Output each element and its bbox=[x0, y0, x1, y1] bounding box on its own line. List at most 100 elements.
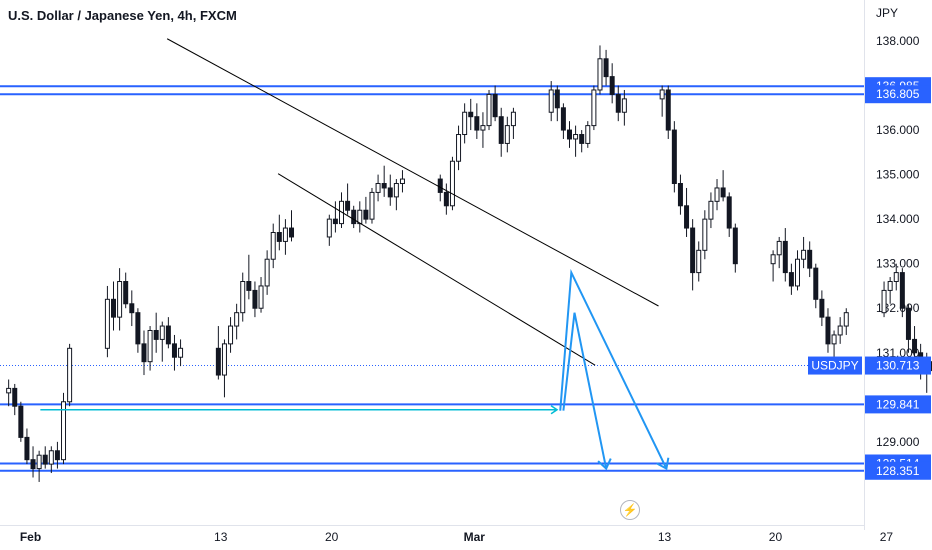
candle-body bbox=[887, 281, 893, 291]
candle-body bbox=[129, 303, 135, 314]
candle-body bbox=[813, 267, 819, 300]
candle-body bbox=[276, 232, 282, 242]
last-price-label: 130.713 bbox=[876, 359, 920, 373]
candle-body bbox=[782, 240, 788, 274]
candle-body bbox=[24, 436, 30, 461]
projection-arrow-head bbox=[656, 457, 670, 471]
candle-body bbox=[12, 387, 18, 407]
candle-body bbox=[30, 459, 36, 470]
x-tick-label: 20 bbox=[325, 530, 339, 544]
candle-body bbox=[726, 196, 732, 229]
candle-body bbox=[393, 183, 399, 198]
x-tick-label: Feb bbox=[20, 530, 41, 544]
candle-body bbox=[67, 347, 73, 403]
candle-body bbox=[510, 111, 516, 127]
currency-label: JPY bbox=[876, 6, 899, 20]
candle-body bbox=[702, 218, 708, 251]
y-tick-label: 138.000 bbox=[876, 34, 920, 48]
arrow-head bbox=[550, 405, 559, 415]
price-axis-divider bbox=[864, 0, 865, 530]
candle-body bbox=[264, 258, 270, 287]
candle-body bbox=[597, 58, 603, 91]
candle-body bbox=[819, 298, 825, 318]
candle-body bbox=[332, 218, 338, 225]
candle-body bbox=[443, 191, 449, 207]
candle-body bbox=[843, 312, 849, 327]
candle-body bbox=[123, 281, 129, 305]
candle-body bbox=[462, 111, 468, 136]
trendline bbox=[166, 38, 659, 307]
candle-body bbox=[258, 285, 264, 309]
y-tick-label: 133.000 bbox=[876, 257, 920, 271]
candle-body bbox=[881, 289, 887, 314]
candle-body bbox=[345, 200, 351, 211]
candle-body bbox=[905, 307, 911, 340]
projection-arrow-head bbox=[597, 458, 612, 471]
candle-body bbox=[504, 125, 510, 144]
candle-body bbox=[135, 312, 141, 345]
candle-body bbox=[585, 125, 591, 144]
candle-body bbox=[357, 209, 363, 225]
candle-body bbox=[381, 183, 387, 189]
candle-body bbox=[609, 76, 615, 95]
candle-body bbox=[42, 454, 48, 465]
candle-body bbox=[147, 329, 153, 363]
candle-body bbox=[837, 325, 843, 336]
candle-body bbox=[326, 218, 332, 238]
candle-body bbox=[615, 93, 621, 113]
level-price-label-bg bbox=[865, 461, 931, 480]
candle-body bbox=[240, 281, 246, 314]
candle-body bbox=[776, 240, 782, 256]
candle-body bbox=[732, 227, 738, 265]
candle-body bbox=[351, 209, 357, 225]
candle-body bbox=[54, 450, 60, 461]
candle-body bbox=[893, 272, 899, 283]
candle-body bbox=[677, 183, 683, 207]
y-tick-label: 136.000 bbox=[876, 123, 920, 137]
candle-body bbox=[770, 254, 776, 265]
time-axis-divider bbox=[0, 525, 864, 526]
level-price-label: 129.841 bbox=[876, 397, 920, 411]
candle-body bbox=[690, 227, 696, 274]
candle-body bbox=[246, 281, 252, 291]
candle-body bbox=[153, 329, 159, 340]
candle-body bbox=[498, 116, 504, 144]
candle-body bbox=[141, 343, 147, 363]
candle-body bbox=[289, 227, 295, 238]
candle-body bbox=[591, 89, 597, 127]
trendline bbox=[277, 173, 596, 366]
candle-body bbox=[48, 450, 54, 465]
candle-body bbox=[788, 272, 794, 287]
candle-body bbox=[375, 183, 381, 193]
candle-body bbox=[825, 316, 831, 345]
candle-body bbox=[399, 178, 405, 185]
candle-body bbox=[215, 347, 221, 376]
candle-body bbox=[61, 401, 67, 461]
candle-body bbox=[228, 325, 234, 345]
symbol-tag-bg bbox=[808, 356, 862, 375]
candle-body bbox=[456, 134, 462, 162]
candle-body bbox=[708, 200, 714, 220]
candle-body bbox=[270, 232, 276, 260]
projection-path bbox=[559, 268, 668, 470]
chart-title: U.S. Dollar / Japanese Yen, 4h, FXCM bbox=[8, 8, 237, 23]
candle-body bbox=[560, 107, 566, 131]
candle-body bbox=[912, 338, 918, 354]
candle-body bbox=[696, 249, 702, 274]
candle-body bbox=[387, 187, 393, 198]
symbol-tag: USDJPY bbox=[811, 359, 858, 373]
candle-body bbox=[18, 405, 24, 438]
candle-body bbox=[492, 93, 498, 118]
candle-body bbox=[252, 289, 258, 309]
candle-body bbox=[437, 178, 443, 193]
candle-body bbox=[117, 281, 123, 318]
candle-body bbox=[720, 187, 726, 198]
level-price-label: 128.351 bbox=[876, 464, 920, 478]
candle-body bbox=[111, 298, 117, 318]
candle-body bbox=[486, 93, 492, 127]
candle-body bbox=[221, 343, 227, 376]
candle-body bbox=[369, 191, 375, 220]
x-tick-label: 20 bbox=[769, 530, 783, 544]
